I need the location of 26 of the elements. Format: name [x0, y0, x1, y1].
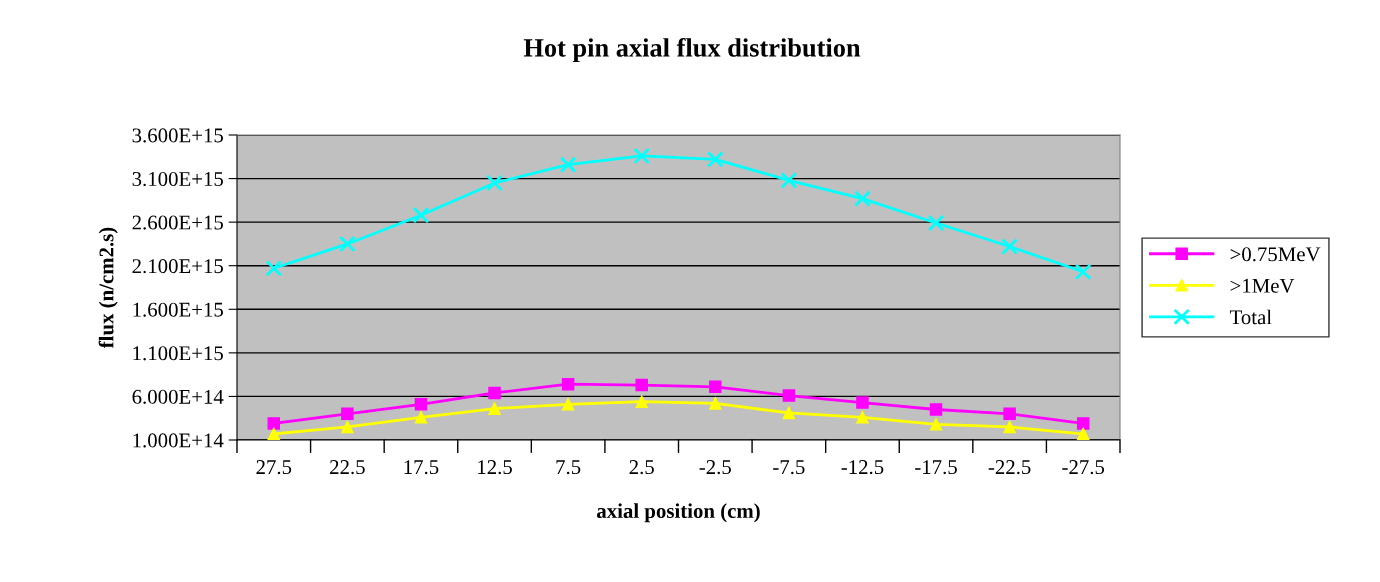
x-tick-label: -12.5 [841, 460, 884, 475]
legend-label: >0.75MeV [1230, 247, 1321, 262]
legend-label: Total [1229, 309, 1272, 325]
x-tick-label: -27.5 [1062, 460, 1105, 475]
x-tick-label: 7.5 [556, 460, 581, 475]
x-axis-title: axial position (cm) [597, 503, 760, 523]
y-tick-label: 3.100E+15 [132, 171, 223, 187]
x-tick-label: -2.5 [699, 460, 731, 475]
x-tick-label: -17.5 [915, 460, 957, 475]
y-tick-label: 3.600E+15 [132, 128, 223, 143]
x-tick-label: -22.5 [988, 460, 1031, 475]
x-tick-label: 27.5 [256, 460, 292, 475]
y-tick-label: 2.600E+15 [132, 215, 223, 230]
y-tick-label: 1.600E+15 [133, 302, 223, 317]
legend-label: >1MeV [1230, 278, 1295, 293]
x-tick-label: -7.5 [773, 460, 805, 475]
y-tick-label: 6.000E+14 [132, 389, 224, 404]
y-tick-label: 2.100E+15 [132, 259, 223, 274]
x-tick-label: 2.5 [629, 460, 654, 475]
x-tick-label: 17.5 [404, 460, 439, 475]
y-axis-title: flux (n/cm2.s) [98, 227, 118, 349]
x-tick-label: 22.5 [330, 460, 365, 475]
y-tick-label: 1.100E+15 [133, 346, 223, 361]
x-tick-label: 12.5 [478, 460, 512, 475]
chart-title: Hot pin axial flux distribution [523, 37, 861, 63]
y-tick-label: 1.000E+14 [133, 433, 224, 448]
